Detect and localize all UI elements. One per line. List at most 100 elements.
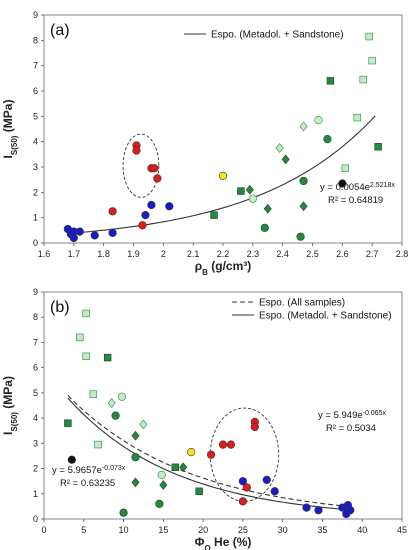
y-axis-label: IS(50) (MPa)	[1, 100, 19, 159]
data-point	[141, 211, 150, 220]
data-point	[368, 56, 376, 65]
data-point	[341, 164, 350, 172]
data-point	[314, 116, 323, 125]
data-point	[365, 32, 373, 41]
y-tick-label: 0	[33, 514, 38, 524]
y-tick-label: 3	[33, 438, 38, 448]
x-tick-label: 15	[158, 525, 168, 535]
x-tick-label: 2.8	[396, 249, 409, 259]
data-point	[206, 450, 216, 459]
data-point	[179, 462, 188, 473]
data-point	[238, 497, 247, 506]
data-point	[76, 333, 84, 342]
data-point	[323, 135, 332, 144]
x-axis-label: ΦO He (%)	[195, 535, 252, 550]
y-tick-label: 3	[33, 162, 38, 172]
x-tick-label: 1.9	[127, 249, 140, 259]
data-point	[108, 228, 117, 237]
data-point	[262, 475, 271, 485]
x-tick-label: 0	[41, 525, 46, 535]
data-point	[155, 499, 164, 508]
data-point	[187, 448, 196, 457]
data-point	[82, 309, 90, 318]
y-tick-label: 2	[33, 464, 38, 474]
y-tick-label: 8	[33, 35, 38, 45]
y-tick-label: 5	[33, 388, 38, 398]
data-point	[90, 231, 99, 240]
data-point	[275, 143, 284, 153]
x-axis-label: ρB (g/cm³)	[195, 259, 252, 277]
data-point	[131, 430, 140, 441]
data-point	[82, 352, 90, 361]
data-point	[131, 477, 140, 488]
r-squared-label: R² = 0.63235	[60, 478, 115, 489]
data-point	[107, 398, 116, 408]
plot-frame	[43, 14, 403, 244]
data-point	[346, 506, 355, 515]
equation-label: y = 5.949e-0.065x	[318, 410, 386, 422]
data-point	[139, 419, 148, 430]
y-tick-label: 0	[33, 238, 38, 248]
y-tick-label: 7	[33, 337, 38, 347]
x-tick-label: 5	[81, 525, 86, 535]
legend-label: Espo. (Metadol. + Sandstone)	[259, 311, 392, 322]
panel-label: (a)	[50, 22, 70, 39]
data-point	[119, 508, 128, 517]
panel-label: (b)	[50, 299, 70, 316]
data-point	[299, 121, 308, 132]
trendline-metadol-sandstone	[67, 397, 351, 511]
x-tick-label: 45	[397, 525, 407, 535]
x-tick-label: 2.1	[187, 249, 200, 259]
y-tick-label: 9	[33, 287, 38, 297]
data-point	[64, 419, 72, 427]
equation-label: y = 5.9657e-0.073x	[52, 465, 126, 477]
data-point	[111, 411, 120, 420]
x-tick-label: 2.5	[306, 249, 319, 259]
data-point	[165, 202, 174, 211]
plot-frame	[43, 291, 403, 520]
data-point	[338, 179, 347, 188]
x-tick-label: 40	[357, 525, 367, 535]
data-point	[94, 440, 102, 449]
data-point	[226, 440, 236, 449]
data-point	[260, 223, 269, 232]
x-tick-label: 2.2	[217, 249, 230, 259]
x-tick-label: 2	[161, 249, 166, 259]
data-point	[326, 77, 335, 85]
data-point	[75, 227, 84, 236]
data-point	[314, 506, 323, 515]
r-squared-label: R² = 0.64819	[328, 195, 383, 206]
data-point	[171, 463, 179, 471]
y-axis-label: IS(50) (MPa)	[1, 376, 19, 435]
y-tick-label: 8	[33, 312, 38, 322]
cluster-ellipse	[122, 133, 160, 198]
y-tick-label: 4	[33, 413, 38, 423]
data-point	[108, 207, 117, 216]
x-tick-label: 30	[278, 525, 288, 535]
x-tick-label: 1.6	[38, 249, 51, 259]
data-point	[195, 487, 203, 495]
x-tick-label: 2.6	[336, 249, 349, 259]
chart-panel-0: 0 1 2 3 4 5 6 7 8 9 1.6 1.7 1.8 1.9 2 2.1 2.2 2.3 2.4 2.5 2.…	[1, 10, 408, 277]
data-point	[89, 390, 98, 398]
data-point	[159, 480, 168, 490]
y-tick-label: 1	[33, 489, 38, 499]
y-tick-label: 7	[33, 61, 38, 71]
x-tick-label: 10	[119, 525, 129, 535]
data-point	[245, 184, 254, 195]
y-tick-label: 6	[33, 363, 38, 373]
data-point	[238, 477, 247, 486]
x-tick-label: 2.4	[276, 249, 289, 259]
legend-label: Espo. (Metadol. + Sandstone)	[211, 30, 344, 41]
data-point	[131, 453, 140, 462]
x-tick-label: 2.3	[247, 249, 260, 259]
data-point	[242, 483, 251, 492]
data-point	[153, 174, 162, 183]
x-tick-label: 20	[198, 525, 208, 535]
data-point	[147, 200, 156, 210]
data-point	[150, 164, 159, 173]
r-squared-label: R² = 0.5034	[326, 423, 376, 434]
data-point	[281, 154, 290, 165]
